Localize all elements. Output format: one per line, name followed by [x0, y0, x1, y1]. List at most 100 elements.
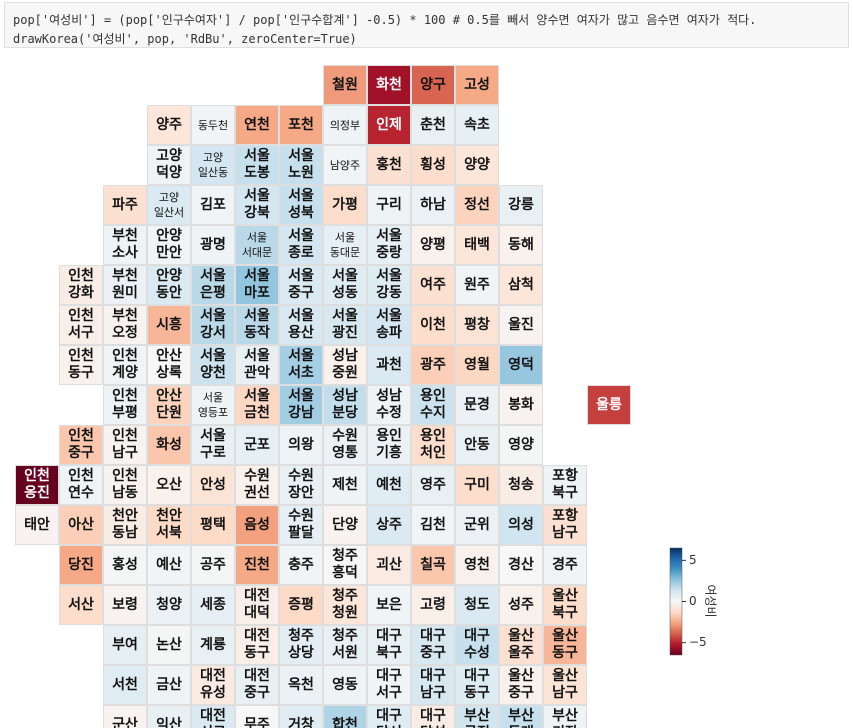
tile: 단양: [323, 505, 367, 545]
tile: 하남: [411, 185, 455, 225]
tile: 서울 구로: [191, 425, 235, 465]
tile: 군산: [103, 705, 147, 728]
tile: 청주 서원: [323, 625, 367, 665]
tile: 부여: [103, 625, 147, 665]
tile: 광주: [411, 345, 455, 385]
tile: 서울 관악: [235, 345, 279, 385]
tile: 오산: [147, 465, 191, 505]
tile: 인천 옹진: [15, 465, 59, 505]
tile: 경주: [543, 545, 587, 585]
tile: 울릉: [587, 385, 631, 425]
tile: 울진: [499, 305, 543, 345]
tile: 청주 상당: [279, 625, 323, 665]
tile: 부천 오정: [103, 305, 147, 345]
tile: 군위: [455, 505, 499, 545]
tile: 음성: [235, 505, 279, 545]
tile: 청도: [455, 585, 499, 625]
tile: 공주: [191, 545, 235, 585]
tile: 부산 금정: [455, 705, 499, 728]
tile: 증평: [279, 585, 323, 625]
tile: 청주 청원: [323, 585, 367, 625]
tile: 인천 남동: [103, 465, 147, 505]
tile: 계룡: [191, 625, 235, 665]
tile: 춘천: [411, 105, 455, 145]
colorbar-tick-label: 0: [689, 594, 697, 608]
tile: 삼척: [499, 265, 543, 305]
tile: 영천: [455, 545, 499, 585]
tile: 여주: [411, 265, 455, 305]
tile: 포항 남구: [543, 505, 587, 545]
tile: 양평: [411, 225, 455, 265]
tile: 울산 중구: [499, 665, 543, 705]
tile: 울산 울주: [499, 625, 543, 665]
tile: 태백: [455, 225, 499, 265]
code-cell: pop['여성비'] = (pop['인구수여자'] / pop['인구수합계'…: [4, 2, 849, 48]
tile: 영주: [411, 465, 455, 505]
tile: 서울 강서: [191, 305, 235, 345]
tile: 당진: [59, 545, 103, 585]
tile: 연천: [235, 105, 279, 145]
tile: 김천: [411, 505, 455, 545]
tile: 서울 광진: [323, 305, 367, 345]
tile: 부천 소사: [103, 225, 147, 265]
tile: 철원: [323, 65, 367, 105]
tile: 홍천: [367, 145, 411, 185]
tile: 청주 흥덕: [323, 545, 367, 585]
tile: 충주: [279, 545, 323, 585]
tile: 인천 강화: [59, 265, 103, 305]
tile: 양주: [147, 105, 191, 145]
tile: 시흥: [147, 305, 191, 345]
tile: 천안 동남: [103, 505, 147, 545]
tile: 대구 동구: [455, 665, 499, 705]
tile: 인천 계양: [103, 345, 147, 385]
tile: 대구 달서: [367, 705, 411, 728]
tile: 예천: [367, 465, 411, 505]
tile: 용인 수지: [411, 385, 455, 425]
tile: 서울 도봉: [235, 145, 279, 185]
tile: 금산: [147, 665, 191, 705]
tile: 청송: [499, 465, 543, 505]
tile: 익산: [147, 705, 191, 728]
tile: 서울 성동: [323, 265, 367, 305]
tile: 횡성: [411, 145, 455, 185]
tile: 서울 강동: [367, 265, 411, 305]
tile: 정선: [455, 185, 499, 225]
tile: 원주: [455, 265, 499, 305]
tile: 대전 대덕: [235, 585, 279, 625]
tile: 고양 덕양: [147, 145, 191, 185]
tile: 서울 종로: [279, 225, 323, 265]
tile: 태안: [15, 505, 59, 545]
tile: 무주: [235, 705, 279, 728]
tile: 인천 부평: [103, 385, 147, 425]
tile: 진천: [235, 545, 279, 585]
tile: 옥천: [279, 665, 323, 705]
tile: 포천: [279, 105, 323, 145]
tile: 안산 단원: [147, 385, 191, 425]
tile: 속초: [455, 105, 499, 145]
tile: 안산 상록: [147, 345, 191, 385]
tile: 성남 수정: [367, 385, 411, 425]
tile: 거창: [279, 705, 323, 728]
tile: 남양주: [323, 145, 367, 185]
tile: 구리: [367, 185, 411, 225]
tile: 인제: [367, 105, 411, 145]
tile: 화성: [147, 425, 191, 465]
tile: 예산: [147, 545, 191, 585]
tile: 고령: [411, 585, 455, 625]
tile: 대구 중구: [411, 625, 455, 665]
tile: 문경: [455, 385, 499, 425]
tile: 천안 서북: [147, 505, 191, 545]
tile: 인천 서구: [59, 305, 103, 345]
tile: 대구 수성: [455, 625, 499, 665]
tile: 서울 양천: [191, 345, 235, 385]
tile: 서천: [103, 665, 147, 705]
tile: 서울 중구: [279, 265, 323, 305]
tile: 서울 동작: [235, 305, 279, 345]
tile: 양구: [411, 65, 455, 105]
tile: 괴산: [367, 545, 411, 585]
tile: 대구 달성: [411, 705, 455, 728]
colorbar-tick-label: −5: [689, 635, 707, 649]
tile: 울산 동구: [543, 625, 587, 665]
tile: 서울 금천: [235, 385, 279, 425]
tile: 구미: [455, 465, 499, 505]
